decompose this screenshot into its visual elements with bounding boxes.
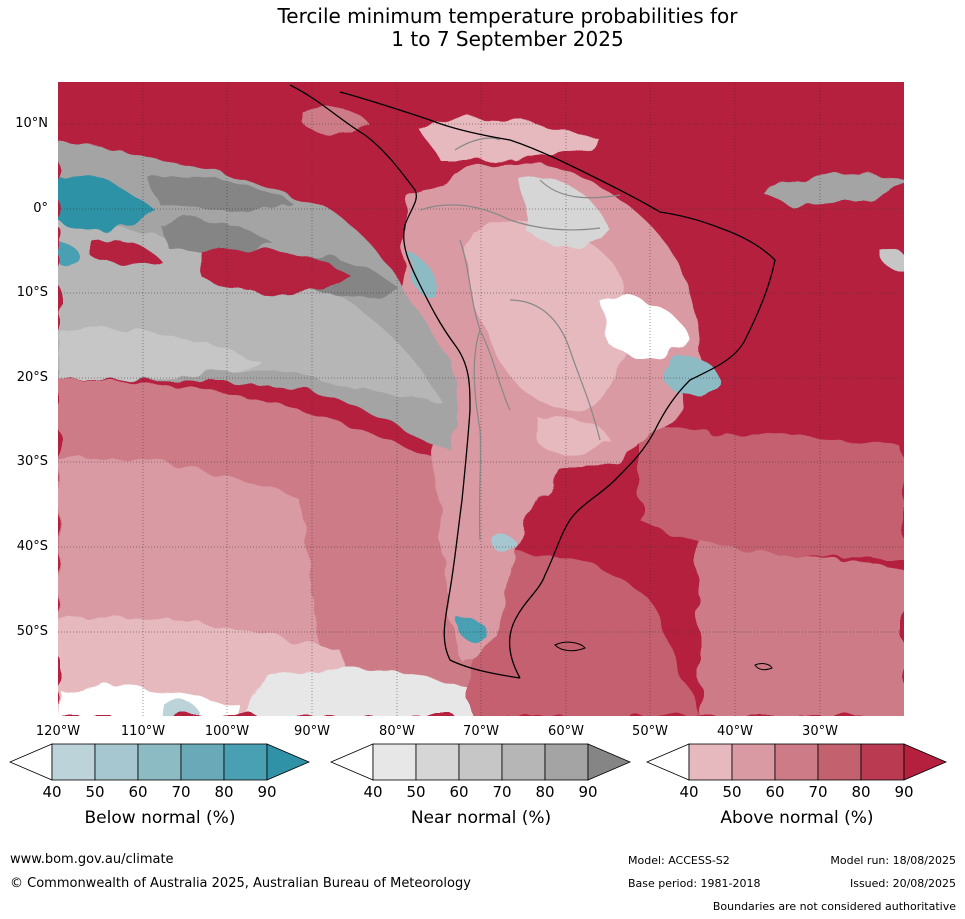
legend-swatch	[903, 743, 948, 781]
lon-label-100w: 100°W	[204, 724, 250, 739]
legend-swatch	[860, 743, 905, 781]
base-period: Base period: 1981-2018	[628, 877, 761, 890]
legend-title-above: Above normal (%)	[720, 808, 874, 828]
map-title-line-1: Tercile minimum temperature probabilitie…	[277, 4, 738, 28]
lat-label-30s: 30°S	[16, 454, 48, 469]
lon-label-30w: 30°W	[802, 724, 838, 739]
legend-tick-label: 70	[808, 783, 828, 801]
map-title-line-2: 1 to 7 September 2025	[391, 27, 624, 51]
legend-swatch	[223, 743, 268, 781]
lon-label-120w: 120°W	[35, 724, 81, 739]
legend-tick-label: 60	[449, 783, 469, 801]
legend-swatch	[94, 743, 139, 781]
lon-label-40w: 40°W	[717, 724, 753, 739]
legend-tick-label: 90	[894, 783, 914, 801]
legend-below-normal	[8, 743, 311, 781]
lat-label-20s: 20°S	[16, 370, 48, 385]
lon-label-50w: 50°W	[632, 724, 668, 739]
lon-label-90w: 90°W	[294, 724, 330, 739]
legend-tick-label: 70	[492, 783, 512, 801]
legend-swatch	[817, 743, 862, 781]
legend-near-normal	[329, 743, 632, 781]
model-run: Model run: 18/08/2025	[830, 854, 956, 867]
legend-tick-label: 80	[535, 783, 555, 801]
legend-swatch	[587, 743, 632, 781]
lon-label-70w: 70°W	[463, 724, 499, 739]
legend-tick-label: 80	[851, 783, 871, 801]
legend-title-near: Near normal (%)	[410, 808, 552, 828]
lon-label-60w: 60°W	[548, 724, 584, 739]
legend-tick-label: 40	[679, 783, 699, 801]
legend-tick-label: 50	[85, 783, 105, 801]
lat-label-0: 0°	[33, 201, 48, 216]
country-borders	[419, 137, 621, 541]
legend-swatch	[458, 743, 503, 781]
legend-title-below: Below normal (%)	[84, 808, 236, 828]
lat-label-50s: 50°S	[16, 624, 48, 639]
model-name: Model: ACCESS-S2	[628, 854, 730, 867]
legend-swatch	[688, 743, 733, 781]
coastline	[289, 84, 776, 679]
legend-swatch	[266, 743, 311, 781]
footer-copyright: © Commonwealth of Australia 2025, Austra…	[10, 876, 471, 891]
legend-tick-label: 50	[722, 783, 742, 801]
legend-swatch	[415, 743, 460, 781]
footer-url[interactable]: www.bom.gov.au/climate	[10, 852, 174, 867]
legend-swatch	[51, 743, 96, 781]
issued-date: Issued: 20/08/2025	[849, 877, 956, 890]
legend-above-normal	[645, 743, 948, 781]
legend-swatch	[329, 743, 374, 781]
lat-label-10n: 10°N	[15, 116, 48, 131]
legend-swatch	[137, 743, 182, 781]
legend-tick-label: 90	[257, 783, 277, 801]
boundaries-note: Boundaries are not considered authoritat…	[712, 900, 956, 913]
lon-label-80w: 80°W	[379, 724, 415, 739]
map-field	[58, 82, 904, 716]
legend-tick-label: 80	[214, 783, 234, 801]
legend-swatch	[544, 743, 589, 781]
legend-tick-label: 90	[578, 783, 598, 801]
legend-swatch	[180, 743, 225, 781]
legend-tick-label: 40	[42, 783, 62, 801]
legend-tick-label: 60	[765, 783, 785, 801]
legend-tick-label: 50	[406, 783, 426, 801]
legend-tick-label: 70	[171, 783, 191, 801]
lon-label-110w: 110°W	[120, 724, 166, 739]
legend-swatch	[8, 743, 53, 781]
legend-swatch	[645, 743, 690, 781]
lat-label-10s: 10°S	[16, 285, 48, 300]
legend-swatch	[774, 743, 819, 781]
legend-swatch	[372, 743, 417, 781]
legend-tick-label: 60	[128, 783, 148, 801]
lat-label-40s: 40°S	[16, 539, 48, 554]
legend-swatch	[731, 743, 776, 781]
legend-tick-label: 40	[363, 783, 383, 801]
graticule	[58, 82, 904, 716]
legend-swatch	[501, 743, 546, 781]
